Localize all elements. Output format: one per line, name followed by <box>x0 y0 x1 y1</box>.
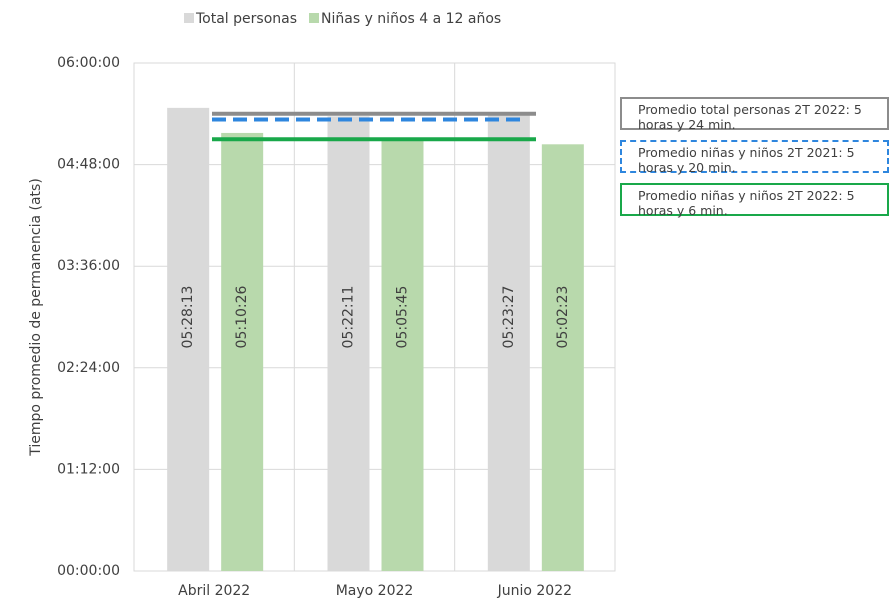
bar <box>167 107 210 571</box>
legend-swatch <box>309 13 320 23</box>
reference-note: Promedio niñas y niños 2T 2022: 5 horas … <box>620 183 889 218</box>
legend-label: Niñas y niños 4 a 12 años <box>321 11 501 27</box>
data-label: 05:02:23 <box>555 286 571 349</box>
data-label: 05:28:13 <box>180 286 196 349</box>
data-label: 05:05:45 <box>395 286 411 349</box>
bar <box>487 114 530 571</box>
data-label: 05:22:11 <box>341 286 357 349</box>
bar <box>381 139 424 571</box>
y-tick-label: 00:00:00 <box>57 563 120 579</box>
y-tick-label: 02:24:00 <box>57 360 120 376</box>
y-tick-label: 04:48:00 <box>57 157 120 173</box>
bar <box>541 144 584 571</box>
y-tick-label: 01:12:00 <box>57 461 120 477</box>
data-label: 05:10:26 <box>234 285 250 348</box>
x-tick-label: Abril 2022 <box>178 583 250 599</box>
x-tick-label: Junio 2022 <box>497 583 572 599</box>
bar <box>327 116 370 571</box>
y-axis-label: Tiempo promedio de permanencia (ats) <box>28 178 44 457</box>
legend-swatch <box>184 13 194 23</box>
x-tick-label: Mayo 2022 <box>336 583 414 599</box>
legend-label: Total personas <box>195 11 297 27</box>
data-label: 05:23:27 <box>501 286 517 349</box>
y-tick-label: 03:36:00 <box>57 258 120 274</box>
reference-note: Promedio total personas 2T 2022: 5 horas… <box>620 97 889 132</box>
bar <box>221 132 264 571</box>
reference-note: Promedio niñas y niños 2T 2021: 5 horas … <box>620 140 889 175</box>
y-tick-label: 06:00:00 <box>57 55 120 71</box>
